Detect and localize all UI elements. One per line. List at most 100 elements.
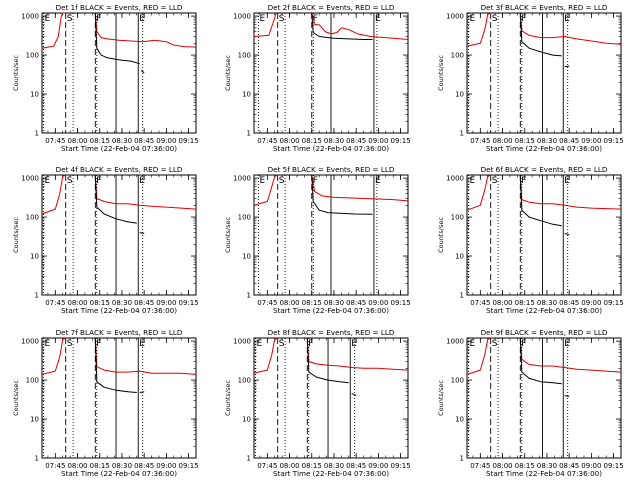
marker-label: S [67, 14, 73, 24]
series-lld-line [311, 12, 409, 40]
marker-label: E [564, 176, 570, 186]
y-tick-label: 100 [26, 214, 39, 222]
marker-label: F [96, 339, 101, 349]
chart-title: Det 7f BLACK = Events, RED = LLD [56, 328, 183, 337]
plot-frame [466, 337, 622, 459]
marker-label: E [44, 176, 50, 186]
x-tick-label: 08:30 [324, 137, 344, 145]
x-tick-label: 08:15 [515, 462, 535, 470]
x-tick-label: 07:45 [45, 462, 65, 470]
y-tick-label: 1000 [446, 13, 464, 21]
series-lld-line [253, 12, 277, 37]
series-events-line [564, 232, 570, 236]
series-lld-line [41, 337, 66, 375]
series-events-line [140, 70, 145, 74]
series-events-line [564, 65, 570, 68]
series-events-line [139, 391, 145, 393]
y-tick-label: 10 [242, 416, 251, 424]
series-lld-line [41, 174, 66, 215]
series-lld-line [519, 12, 622, 45]
marker-label: E [351, 339, 357, 349]
chart-title: Det 6f BLACK = Events, RED = LLD [481, 165, 608, 174]
marker-label: E [259, 14, 265, 24]
x-tick-label: 09:15 [391, 299, 411, 307]
marker-label: F [96, 176, 101, 186]
marker-label: E [469, 176, 475, 186]
x-tick-label: 08:15 [515, 299, 535, 307]
x-tick-label: 08:00 [279, 462, 299, 470]
y-tick-label: 1 [247, 292, 251, 300]
y-tick-label: 1000 [446, 338, 464, 346]
series-lld-line [94, 12, 197, 48]
y-tick-label: 10 [455, 253, 464, 261]
x-tick-label: 09:00 [368, 299, 388, 307]
x-tick-label: 08:45 [559, 137, 579, 145]
chart-title: Det 1f BLACK = Events, RED = LLD [56, 3, 183, 12]
series-events-line [139, 232, 145, 234]
y-tick-label: 1 [247, 455, 251, 463]
y-tick-label: 10 [30, 91, 39, 99]
x-tick-label: 08:15 [515, 137, 535, 145]
chart-title: Det 8f BLACK = Events, RED = LLD [268, 328, 395, 337]
series-lld-line [253, 337, 278, 374]
y-tick-label: 100 [238, 377, 251, 385]
y-tick-label: 10 [455, 416, 464, 424]
y-tick-label: 1000 [233, 13, 251, 21]
x-tick-label: 07:45 [470, 462, 490, 470]
x-tick-label: 08:15 [302, 299, 322, 307]
series-events-line [94, 174, 137, 224]
x-tick-label: 09:15 [179, 299, 199, 307]
x-tick-label: 09:00 [156, 299, 176, 307]
x-tick-label: 08:45 [134, 462, 154, 470]
chart-panel-2: Det 2f BLACK = Events, RED = LLD 1 10 100 10… [224, 3, 411, 153]
y-axis-label: Counts/sec [224, 380, 232, 416]
chart-panel-7: Det 7f BLACK = Events, RED = LLD 1 10 100 10… [12, 328, 199, 478]
x-tick-label: 08:00 [67, 462, 87, 470]
chart-panel-4: Det 4f BLACK = Events, RED = LLD 1 10 100 10… [12, 165, 199, 315]
x-tick-label: 07:45 [45, 299, 65, 307]
chart-panel-8: Det 8f BLACK = Events, RED = LLD 1 10 100 10… [224, 328, 411, 478]
chart-title: Det 9f BLACK = Events, RED = LLD [481, 328, 608, 337]
y-tick-label: 1 [35, 455, 39, 463]
y-tick-label: 10 [455, 91, 464, 99]
series-lld-line [466, 12, 491, 47]
plot-frame [466, 174, 622, 296]
series-events-line [519, 337, 562, 385]
marker-label: F [308, 339, 313, 349]
series-events-line [519, 12, 562, 57]
y-tick-label: 1 [247, 130, 251, 138]
series-events-line [94, 337, 137, 393]
series-lld-line [253, 174, 278, 206]
chart-panel-3: Det 3f BLACK = Events, RED = LLD 1 10 100 10… [437, 3, 624, 153]
chart-panel-9: Det 9f BLACK = Events, RED = LLD 1 10 100 10… [437, 328, 624, 478]
series-lld-line [94, 337, 197, 375]
x-tick-label: 08:45 [559, 462, 579, 470]
y-axis-label: Counts/sec [437, 217, 445, 253]
y-tick-label: 1 [460, 455, 464, 463]
x-tick-label: 07:45 [257, 137, 277, 145]
x-axis-label: Start Time (22-Feb-04 07:36:00) [273, 469, 389, 478]
plot-frame [41, 337, 197, 459]
x-tick-label: 08:30 [324, 299, 344, 307]
y-tick-label: 10 [30, 253, 39, 261]
x-tick-label: 08:15 [302, 137, 322, 145]
x-tick-label: 09:15 [391, 137, 411, 145]
series-events-line [519, 174, 562, 227]
chart-title: Det 3f BLACK = Events, RED = LLD [481, 3, 608, 12]
marker-label: E [564, 339, 570, 349]
x-axis-label: Start Time (22-Feb-04 07:36:00) [486, 306, 602, 315]
x-tick-label: 08:30 [537, 462, 557, 470]
x-tick-label: 08:15 [90, 137, 110, 145]
x-tick-label: 08:00 [67, 137, 87, 145]
x-tick-label: 09:00 [156, 462, 176, 470]
y-tick-label: 1000 [233, 175, 251, 183]
series-lld-line [311, 174, 409, 202]
y-tick-label: 1 [460, 130, 464, 138]
marker-label: F [521, 176, 526, 186]
marker-label: S [67, 176, 73, 186]
x-tick-label: 09:00 [368, 137, 388, 145]
y-tick-label: 100 [451, 377, 464, 385]
x-tick-label: 08:00 [279, 137, 299, 145]
marker-label: E [469, 14, 475, 24]
x-tick-label: 08:30 [324, 462, 344, 470]
